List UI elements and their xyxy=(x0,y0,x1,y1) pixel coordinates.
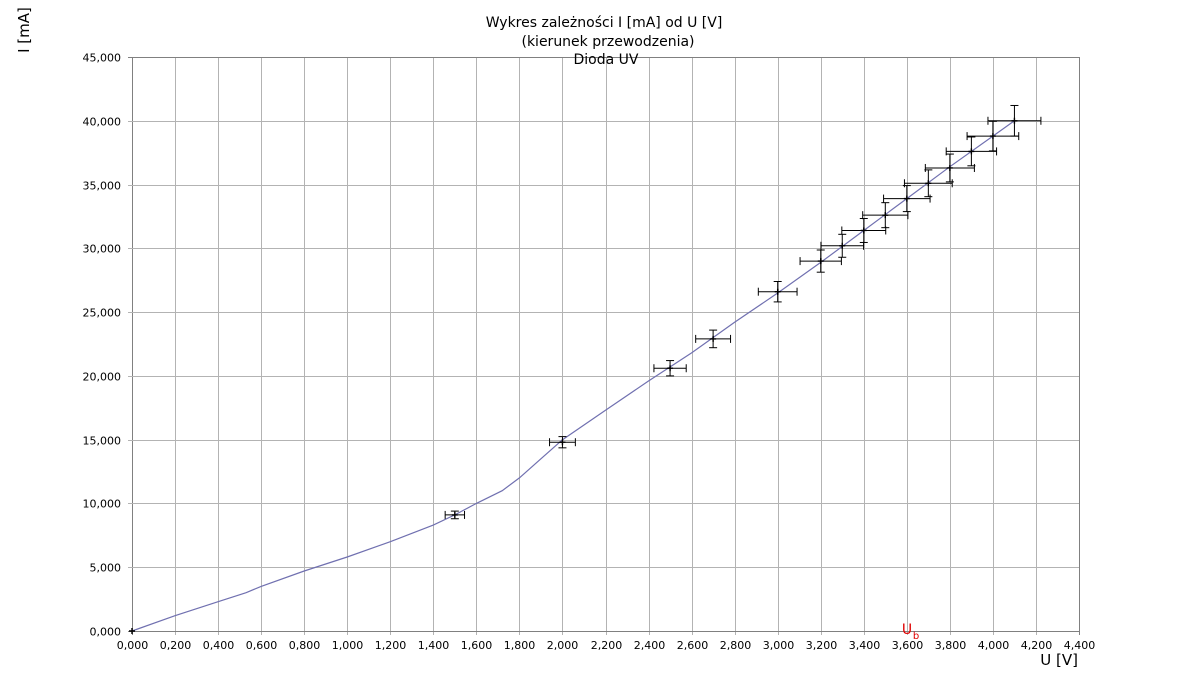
point-marker xyxy=(451,511,458,518)
x-tick-label: 0,200 xyxy=(160,639,192,652)
data-point xyxy=(549,436,576,449)
chart-title-line-2: (kierunek przewodzenia) xyxy=(521,34,694,50)
data-point xyxy=(653,360,687,377)
data-point xyxy=(987,104,1042,137)
point-marker xyxy=(925,180,932,187)
x-tick-label: 4,200 xyxy=(1021,639,1053,652)
point-marker xyxy=(882,212,889,219)
x-tick-label: 1,200 xyxy=(375,639,407,652)
point-marker xyxy=(774,288,781,295)
x-axis-label: U [V] xyxy=(1040,651,1078,669)
data-point xyxy=(966,120,1020,152)
x-tick-label: 3,600 xyxy=(892,639,924,652)
x-tick-label: 1,400 xyxy=(418,639,450,652)
data-point xyxy=(841,217,887,243)
x-tick-label: 1,600 xyxy=(461,639,493,652)
y-tick-label: 10,000 xyxy=(83,498,122,511)
y-tick-labels: 0,000 5,000 10,000 15,000 20,000 25,000 30,000… xyxy=(83,52,122,639)
data-point xyxy=(129,628,135,634)
data-point xyxy=(903,169,953,198)
y-tick-label: 5,000 xyxy=(90,562,122,575)
y-tick-label: 20,000 xyxy=(83,371,122,384)
x-tick-label: 0,000 xyxy=(117,639,149,652)
point-marker xyxy=(903,195,910,202)
x-tick-label: 1,000 xyxy=(332,639,364,652)
data-point xyxy=(757,280,798,303)
point-marker xyxy=(817,258,824,265)
x-tick-label: 3,800 xyxy=(935,639,967,652)
ub-annotation: U b xyxy=(902,622,919,642)
data-point xyxy=(883,185,931,213)
point-marker xyxy=(989,133,996,140)
data-point xyxy=(820,233,865,258)
ub-label: U xyxy=(902,622,912,638)
point-marker xyxy=(129,628,135,634)
x-tick-labels: 0,000 0,200 0,400 0,600 0,800 1,000 1,200 1,400… xyxy=(117,639,1096,652)
y-tick-label: 45,000 xyxy=(83,52,122,65)
data-point xyxy=(799,249,842,273)
x-tick-label: 4,000 xyxy=(978,639,1010,652)
point-marker xyxy=(1011,117,1018,124)
x-tick-label: 2,400 xyxy=(634,639,666,652)
point-marker xyxy=(710,335,717,342)
point-marker xyxy=(667,365,674,372)
y-tick-label: 15,000 xyxy=(83,435,122,448)
data-point xyxy=(924,153,975,183)
fit-line xyxy=(131,120,1015,632)
data-point xyxy=(945,136,998,167)
x-tick-label: 0,400 xyxy=(203,639,235,652)
data-point xyxy=(862,202,909,229)
point-marker xyxy=(559,439,566,446)
x-tick-label: 2,600 xyxy=(677,639,709,652)
chart-title-line-1: Wykres zależności I [mA] od U [V] xyxy=(486,15,723,31)
x-tick-label: 4,400 xyxy=(1064,639,1096,652)
x-tick-label: 2,800 xyxy=(720,639,752,652)
x-tick-label: 3,200 xyxy=(806,639,838,652)
x-tick-label: 2,000 xyxy=(547,639,579,652)
data-point xyxy=(695,329,732,349)
data-points xyxy=(129,104,1042,634)
grid xyxy=(128,57,1080,635)
point-marker xyxy=(839,242,846,249)
point-marker xyxy=(946,164,953,171)
chart-title-line-3: Dioda UV xyxy=(574,52,639,68)
x-tick-label: 3,000 xyxy=(763,639,795,652)
data-point xyxy=(444,510,466,520)
ub-subscript: b xyxy=(913,631,919,642)
point-marker xyxy=(860,227,867,234)
y-tick-label: 35,000 xyxy=(83,180,122,193)
y-tick-label: 0,000 xyxy=(90,626,122,639)
x-tick-label: 2,200 xyxy=(591,639,623,652)
fit-curve xyxy=(131,120,1015,632)
x-tick-label: 0,600 xyxy=(246,639,278,652)
point-marker xyxy=(968,148,975,155)
y-axis-label: I [mA] xyxy=(15,7,33,53)
x-tick-label: 3,400 xyxy=(849,639,881,652)
y-tick-label: 30,000 xyxy=(83,243,122,256)
x-tick-label: 1,800 xyxy=(504,639,536,652)
y-tick-label: 25,000 xyxy=(83,307,122,320)
y-tick-label: 40,000 xyxy=(83,116,122,129)
x-tick-label: 0,800 xyxy=(289,639,321,652)
